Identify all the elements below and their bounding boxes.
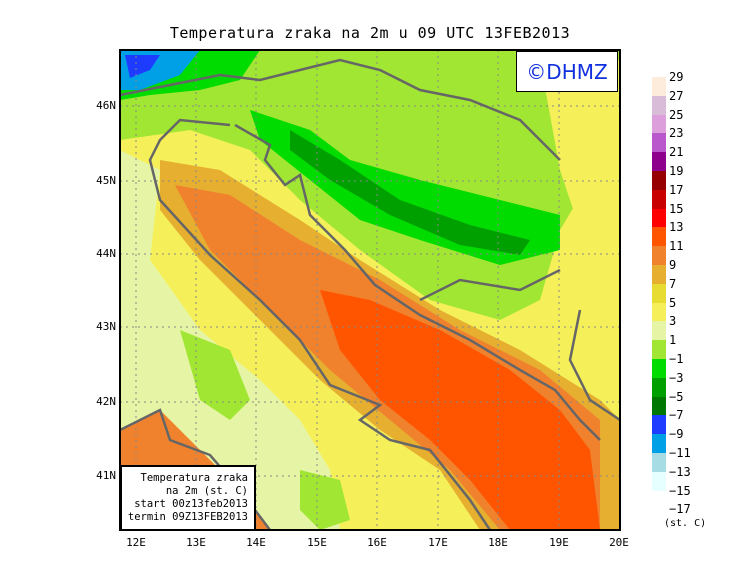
lat-label: 45N bbox=[96, 174, 116, 187]
legend-label: 29 bbox=[669, 70, 684, 84]
legend-swatch bbox=[652, 189, 666, 209]
legend-swatch bbox=[652, 453, 666, 472]
legend-swatch bbox=[652, 114, 666, 134]
legend-swatch bbox=[652, 359, 666, 378]
lat-label: 42N bbox=[96, 395, 116, 408]
legend-unit: (st. C) bbox=[664, 518, 707, 529]
lon-label: 20E bbox=[609, 536, 629, 549]
zone-minus3-minus1 bbox=[250, 110, 560, 265]
zone-minus5-minus3 bbox=[290, 130, 530, 255]
legend-label: −15 bbox=[669, 483, 691, 498]
legend-swatch bbox=[652, 434, 666, 453]
lon-label: 16E bbox=[367, 536, 387, 549]
legend-swatch bbox=[652, 340, 666, 359]
legend-swatch bbox=[652, 396, 666, 416]
legend-label: 25 bbox=[669, 107, 684, 122]
legend-label: 13 bbox=[669, 220, 684, 235]
lon-label: 14E bbox=[246, 536, 266, 549]
legend-label: 5 bbox=[669, 295, 677, 310]
legend-label: −3 bbox=[669, 370, 684, 385]
lon-label: 13E bbox=[186, 536, 206, 549]
legend-label: −7 bbox=[669, 408, 684, 423]
lat-label: 41N bbox=[96, 469, 116, 482]
legend-swatch bbox=[652, 208, 666, 228]
lon-label: 15E bbox=[307, 536, 327, 549]
coastlines bbox=[120, 58, 620, 530]
legend-label: 15 bbox=[669, 201, 684, 216]
legend-swatch bbox=[652, 302, 666, 322]
info-box: Temperatura zraka na 2m (st. C) start 00… bbox=[120, 465, 256, 531]
legend-swatch bbox=[652, 415, 666, 435]
legend-label: 3 bbox=[669, 314, 677, 329]
info-line: Temperatura zraka bbox=[140, 472, 248, 484]
zone-minus9-minus7 bbox=[125, 55, 160, 78]
legend-label: −13 bbox=[669, 464, 691, 479]
map-frame bbox=[119, 49, 621, 531]
legend-label: 21 bbox=[669, 145, 684, 160]
zone-3-5-east bbox=[540, 60, 620, 230]
zone-green-italy2 bbox=[300, 470, 350, 530]
zone-green-italy1 bbox=[180, 330, 250, 420]
legend-label: 1 bbox=[669, 333, 677, 348]
legend-swatch bbox=[652, 321, 666, 341]
legend-swatch bbox=[652, 171, 666, 190]
zone-11-13 bbox=[320, 290, 600, 530]
map-title: Temperatura zraka na 2m u 09 UTC 13FEB20… bbox=[169, 24, 571, 42]
legend-swatch bbox=[652, 246, 666, 265]
legend-label: 17 bbox=[669, 182, 684, 197]
legend-label: −1 bbox=[669, 352, 684, 366]
info-line: start 00z13feb2013 bbox=[134, 498, 248, 510]
legend-label: 27 bbox=[669, 88, 684, 103]
lat-label: 44N bbox=[96, 247, 116, 260]
legend-swatch bbox=[652, 283, 666, 303]
info-line: termin 09Z13FEB2013 bbox=[127, 511, 248, 523]
lon-label: 18E bbox=[488, 536, 508, 549]
dhmz-logo: ©DHMZ bbox=[516, 51, 618, 92]
legend-swatch bbox=[652, 265, 666, 284]
lon-label: 12E bbox=[126, 536, 146, 549]
legend-label: 11 bbox=[669, 239, 684, 254]
legend-swatch bbox=[652, 377, 666, 397]
legend-swatch bbox=[652, 152, 666, 171]
lat-label: 43N bbox=[96, 320, 116, 333]
legend-label: 7 bbox=[669, 276, 677, 291]
lon-label: 17E bbox=[428, 536, 448, 549]
legend-label: 23 bbox=[669, 126, 684, 141]
lon-label: 19E bbox=[549, 536, 569, 549]
legend-swatch bbox=[652, 77, 666, 96]
legend-swatch bbox=[652, 95, 666, 115]
info-line: na 2m (st. C) bbox=[165, 485, 248, 497]
legend-swatch bbox=[652, 227, 666, 247]
legend-swatch bbox=[652, 133, 666, 153]
legend-label: 9 bbox=[669, 258, 677, 272]
legend-label: 19 bbox=[669, 164, 684, 178]
legend-label: −17 bbox=[669, 502, 691, 517]
legend-label: −9 bbox=[669, 427, 684, 442]
legend-swatch bbox=[652, 471, 666, 491]
lat-label: 46N bbox=[96, 99, 116, 112]
legend-label: −11 bbox=[669, 446, 691, 460]
legend-label: −5 bbox=[669, 389, 684, 404]
